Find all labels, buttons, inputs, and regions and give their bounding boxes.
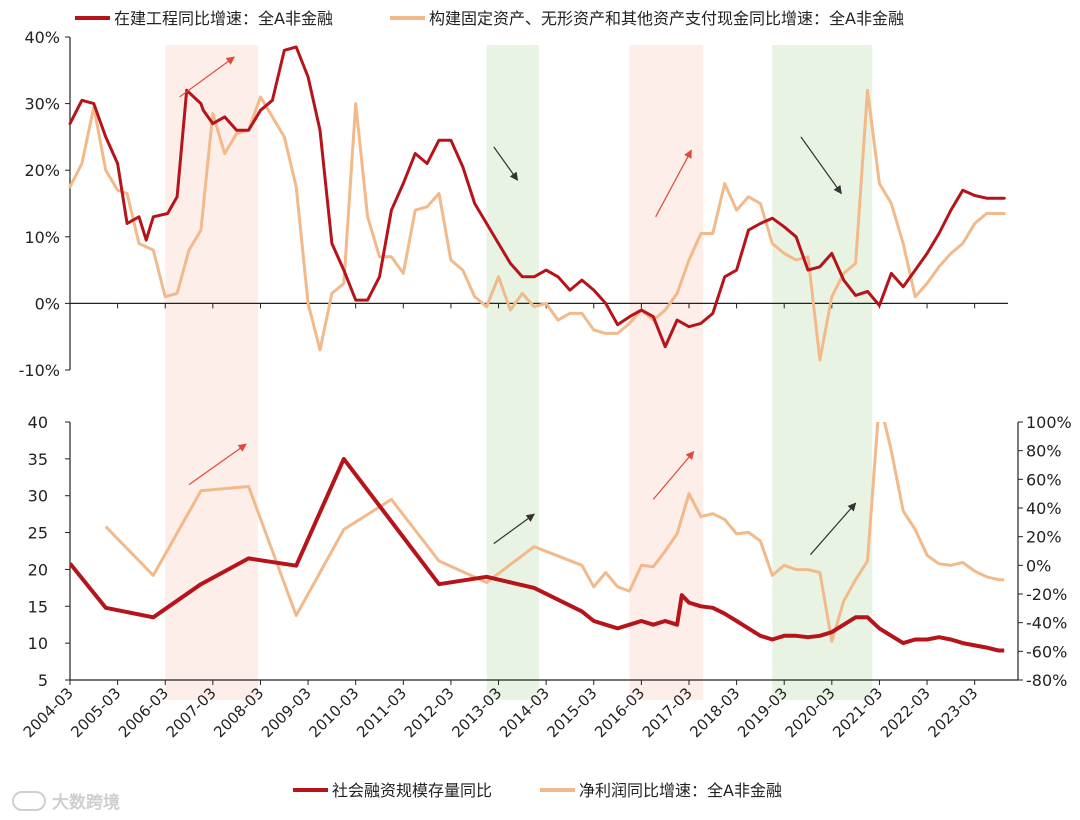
x-tick-label: 2010-03 bbox=[305, 684, 362, 741]
x-tick-label: 2013-03 bbox=[448, 684, 505, 741]
band-green-3 bbox=[772, 45, 873, 700]
trend-arrow-bottom-7 bbox=[809, 502, 857, 556]
bottom-right-y-tick-label: 40% bbox=[1026, 499, 1062, 518]
top-y-tick-label: 20% bbox=[24, 161, 60, 180]
legend-top-label-0: 在建工程同比增速：全A非金融 bbox=[114, 9, 333, 28]
trend-arrow-bottom-4 bbox=[188, 443, 247, 486]
legends: 在建工程同比增速：全A非金融 构建固定资产、无形资产和其他资产支付现金同比增速：全… bbox=[75, 9, 904, 800]
top-series-construct-cash-line bbox=[68, 88, 1006, 362]
trend-arrow-bottom-5 bbox=[493, 513, 535, 545]
trend-arrow-top-0 bbox=[179, 56, 235, 98]
bottom-right-y-tick-label: 0% bbox=[1026, 556, 1051, 575]
trend-arrow-top-2 bbox=[655, 149, 692, 218]
top-y-tick-label: 10% bbox=[24, 228, 60, 247]
x-tick-label: 2012-03 bbox=[401, 684, 458, 741]
x-tick-label: 2004-03 bbox=[20, 684, 77, 741]
top-y-tick-label: -10% bbox=[19, 361, 60, 380]
watermark: 大数跨境 bbox=[12, 788, 120, 813]
top-y-tick-label: 30% bbox=[24, 95, 60, 114]
bottom-left-y-tick-label: 15 bbox=[28, 597, 48, 616]
bottom-left-y-tick-label: 25 bbox=[28, 524, 48, 543]
x-tick-label: 2009-03 bbox=[258, 684, 315, 741]
x-tick-label: 2022-03 bbox=[877, 684, 934, 741]
x-tick-label: 2011-03 bbox=[353, 684, 410, 741]
bottom-right-y-tick-label: 60% bbox=[1026, 470, 1062, 489]
x-tick-label: 2015-03 bbox=[544, 684, 601, 741]
legend-top-label-1: 构建固定资产、无形资产和其他资产支付现金同比增速：全A非金融 bbox=[429, 9, 904, 28]
bottom-left-y-tick-label: 10 bbox=[28, 634, 48, 653]
watermark-text: 大数跨境 bbox=[52, 793, 120, 813]
trend-arrows bbox=[179, 56, 857, 556]
bottom-right-y-tick-label: -60% bbox=[1026, 642, 1067, 661]
bottom-right-y-tick-label: -80% bbox=[1026, 671, 1067, 690]
trend-arrow-top-3 bbox=[800, 136, 842, 195]
trend-arrow-bottom-6 bbox=[652, 450, 695, 500]
bottom-right-y-tick-label: 20% bbox=[1026, 528, 1062, 547]
bottom-left-y-tick-label: 20 bbox=[28, 560, 48, 579]
bottom-right-y-tick-label: 80% bbox=[1026, 442, 1062, 461]
x-tick-label: 2005-03 bbox=[67, 684, 124, 741]
legend-bottom-label-0: 社会融资规模存量同比 bbox=[332, 781, 492, 800]
bottom-left-y-tick-label: 40 bbox=[28, 413, 48, 432]
bottom-right-y-tick-label: -20% bbox=[1026, 585, 1067, 604]
bottom-series-net-profit-line bbox=[104, 422, 1005, 643]
watermark-logo-icon bbox=[12, 790, 46, 811]
top-series-cip-line bbox=[68, 45, 1006, 349]
x-tick-label: 2006-03 bbox=[115, 684, 172, 741]
bottom-left-y-tick-label: 5 bbox=[38, 671, 48, 690]
highlight-bands bbox=[165, 45, 873, 700]
top-y-tick-label: 40% bbox=[24, 28, 60, 47]
x-tick-label: 2019-03 bbox=[734, 684, 791, 741]
bottom-left-y-tick-label: 30 bbox=[28, 487, 48, 506]
bottom-series-tsf-line bbox=[70, 456, 1005, 653]
band-green-1 bbox=[486, 45, 539, 700]
trend-arrow-top-1 bbox=[493, 146, 519, 181]
bottom-right-y-tick-label: -40% bbox=[1026, 614, 1067, 633]
bottom-left-y-tick-label: 35 bbox=[28, 450, 48, 469]
bottom-series-group bbox=[70, 422, 1005, 653]
x-tick-label: 2023-03 bbox=[924, 684, 981, 741]
x-tick-label: 2016-03 bbox=[591, 684, 648, 741]
top-y-tick-label: 0% bbox=[35, 294, 60, 313]
series-lines bbox=[68, 45, 1006, 653]
legend-bottom-label-1: 净利润同比增速：全A非金融 bbox=[579, 781, 782, 800]
bottom-right-y-tick-label: 100% bbox=[1026, 413, 1072, 432]
